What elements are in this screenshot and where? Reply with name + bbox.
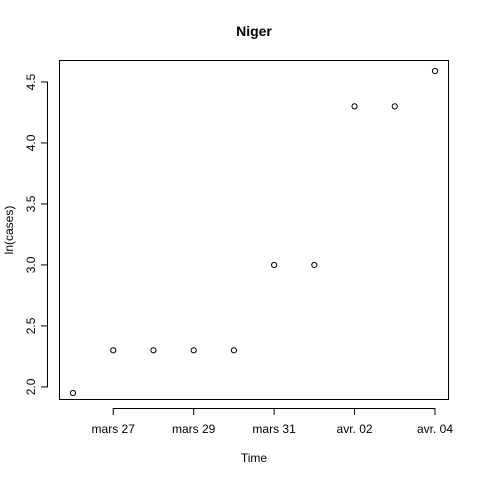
data-point bbox=[311, 261, 318, 269]
y-tick-label: 4.0 bbox=[24, 134, 38, 151]
y-axis: 2.0 2.5 3.0 3.5 4.0 4.5 bbox=[24, 73, 48, 395]
x-tick-label: avr. 02 bbox=[337, 422, 373, 436]
y-tick-label: 2.0 bbox=[24, 378, 38, 395]
data-point bbox=[271, 261, 278, 269]
x-axis: mars 27 mars 29 mars 31 avr. 02 avr. 04 bbox=[92, 408, 453, 436]
data-point bbox=[110, 347, 117, 354]
data-point bbox=[69, 389, 77, 397]
data-point bbox=[150, 347, 157, 354]
data-point bbox=[190, 347, 197, 354]
y-tick-label: 3.0 bbox=[24, 256, 38, 273]
y-tick-label: 4.5 bbox=[24, 73, 38, 90]
y-tick-label: 3.5 bbox=[24, 195, 38, 212]
x-tick-label: avr. 04 bbox=[417, 422, 453, 436]
data-point bbox=[351, 103, 358, 110]
y-tick-label: 2.5 bbox=[24, 317, 38, 334]
data-point bbox=[391, 103, 398, 110]
chart-title: Niger bbox=[236, 23, 272, 39]
x-tick-label: mars 31 bbox=[252, 422, 296, 436]
x-axis-label: Time bbox=[241, 451, 268, 465]
x-tick-label: mars 27 bbox=[92, 422, 136, 436]
data-point bbox=[230, 347, 237, 354]
x-tick-label: mars 29 bbox=[172, 422, 216, 436]
data-point bbox=[431, 67, 439, 75]
plot-frame bbox=[59, 60, 449, 400]
y-axis-label: ln(cases) bbox=[2, 206, 16, 255]
data-points bbox=[69, 67, 439, 397]
